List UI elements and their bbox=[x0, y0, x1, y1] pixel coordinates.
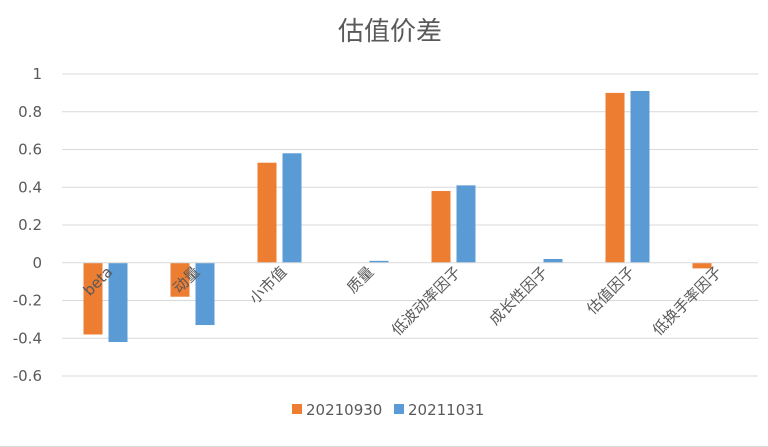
bar-series1 bbox=[605, 92, 625, 263]
y-tick-label: 1 bbox=[32, 65, 42, 83]
bar-series2 bbox=[282, 153, 302, 263]
category-label: 质量 bbox=[343, 263, 377, 297]
bar-series2 bbox=[108, 262, 128, 343]
y-tick-label: 0.4 bbox=[18, 178, 42, 196]
y-tick-label: -0.2 bbox=[13, 292, 42, 310]
legend-swatch bbox=[394, 404, 404, 414]
bar-series2 bbox=[630, 90, 650, 263]
bar-series1 bbox=[257, 162, 277, 263]
legend: 20210930 20211031 bbox=[292, 401, 484, 419]
legend-label: 20210930 bbox=[306, 401, 382, 419]
category-label: 估值因子 bbox=[583, 263, 638, 318]
chart-title: 估值价差 bbox=[338, 17, 442, 47]
y-tick-label: 0.6 bbox=[18, 141, 42, 159]
y-tick-label: 0.8 bbox=[18, 103, 42, 121]
bar-series1 bbox=[431, 191, 451, 263]
y-tick-label: -0.4 bbox=[13, 329, 42, 347]
y-axis-ticks: 1 0.8 0.6 0.4 0.2 0 -0.2 -0.4 -0.6 bbox=[13, 65, 42, 385]
category-label: 低波动率因子 bbox=[388, 263, 464, 339]
bar-series2 bbox=[456, 185, 476, 263]
bar-series2 bbox=[543, 258, 563, 263]
bars bbox=[83, 90, 737, 343]
legend-swatch bbox=[292, 404, 302, 414]
category-label: 成长性因子 bbox=[486, 263, 552, 329]
y-tick-label: 0 bbox=[32, 254, 42, 272]
y-tick-label: 0.2 bbox=[18, 216, 42, 234]
category-label: 低换手率因子 bbox=[649, 263, 725, 339]
legend-label: 20211031 bbox=[408, 401, 484, 419]
gridlines bbox=[62, 73, 758, 377]
y-tick-label: -0.6 bbox=[13, 367, 42, 385]
bar-series1 bbox=[83, 262, 103, 335]
bar-series2 bbox=[195, 262, 215, 326]
bar-series1 bbox=[692, 262, 712, 269]
bar-series1 bbox=[170, 262, 190, 297]
bar-series2 bbox=[369, 260, 389, 263]
